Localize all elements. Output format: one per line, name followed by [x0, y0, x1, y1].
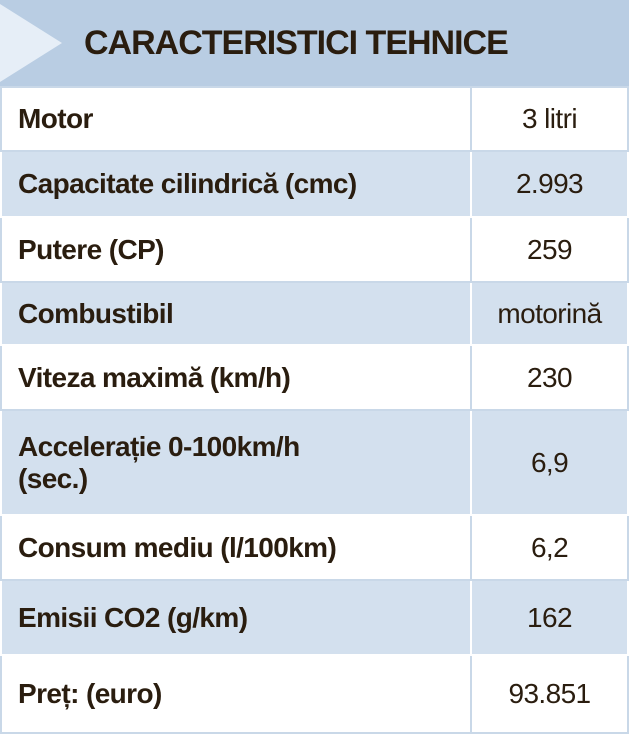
spec-label: Accelerație 0-100km/h (sec.)	[0, 409, 472, 516]
table-row: Capacitate cilindrică (cmc) 2.993	[0, 150, 629, 218]
table-row: Accelerație 0-100km/h (sec.) 6,9	[0, 409, 629, 516]
spec-value: 162	[470, 579, 629, 656]
spec-label: Preț: (euro)	[0, 654, 472, 734]
header: CARACTERISTICI TEHNICE	[0, 0, 629, 86]
spec-label: Viteza maximă (km/h)	[0, 344, 472, 411]
spec-label: Consum mediu (l/100km)	[0, 514, 472, 581]
table-row: Combustibil motorină	[0, 281, 629, 346]
spec-label: Emisii CO2 (g/km)	[0, 579, 472, 656]
spec-value: 6,9	[470, 409, 629, 516]
spec-label: Putere (CP)	[0, 216, 472, 283]
arrow-shape	[0, 4, 62, 82]
table-row: Preț: (euro) 93.851	[0, 654, 629, 734]
spec-value: 6,2	[470, 514, 629, 581]
header-arrow	[0, 4, 62, 82]
table-row: Viteza maximă (km/h) 230	[0, 344, 629, 411]
spec-value: 230	[470, 344, 629, 411]
spec-label: Combustibil	[0, 281, 472, 346]
spec-value: 2.993	[470, 150, 629, 218]
table-row: Consum mediu (l/100km) 6,2	[0, 514, 629, 581]
table-row: Emisii CO2 (g/km) 162	[0, 579, 629, 656]
table-row: Putere (CP) 259	[0, 216, 629, 283]
spec-value: 93.851	[470, 654, 629, 734]
spec-label: Motor	[0, 86, 472, 152]
header-title: CARACTERISTICI TEHNICE	[84, 24, 509, 62]
table-body: Motor 3 litri Capacitate cilindrică (cmc) 2…	[0, 86, 629, 734]
spec-value: 3 litri	[470, 86, 629, 152]
spec-table: Motor 3 litri Capacitate cilindrică (cmc) 2…	[0, 86, 629, 734]
table-row: Motor 3 litri	[0, 86, 629, 152]
spec-label: Capacitate cilindrică (cmc)	[0, 150, 472, 218]
spec-value: motorină	[470, 281, 629, 346]
spec-value: 259	[470, 216, 629, 283]
